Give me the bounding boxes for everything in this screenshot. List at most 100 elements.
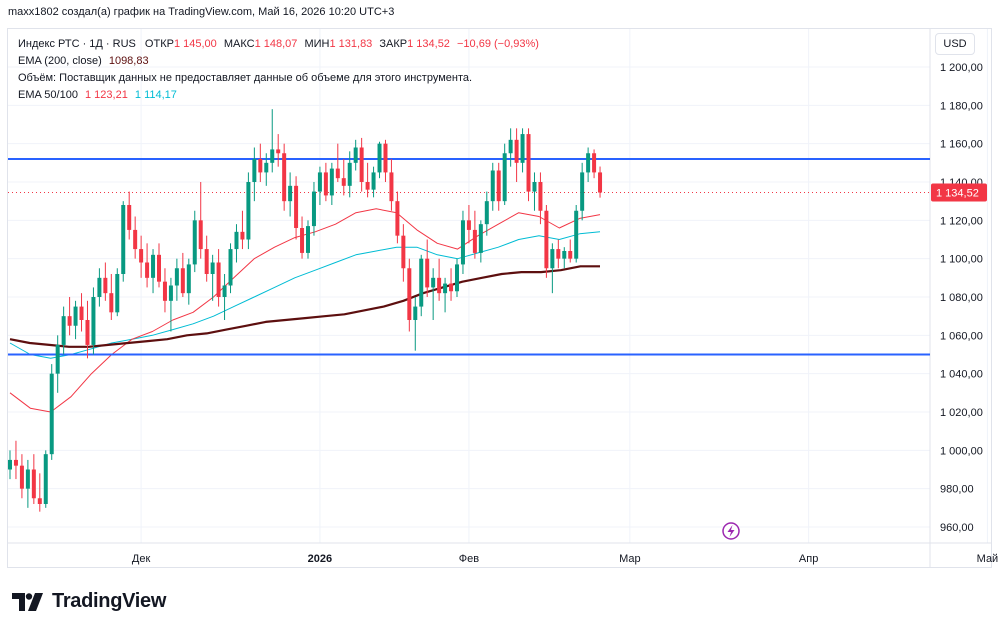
candle [520,128,525,173]
candle-body [389,172,394,202]
candle [204,235,209,282]
symbol-label: Индекс РТС · 1Д · RUS [18,38,136,50]
candle [162,268,167,313]
candle [449,268,454,301]
x-tick-label: Апр [799,553,818,565]
candle [25,459,30,508]
candle-body [544,210,549,269]
candle [311,182,316,236]
candle-body [162,281,167,301]
grid-lines [8,28,992,568]
candle [556,239,561,269]
candle-body [514,139,519,163]
candle-body [55,344,60,374]
candle-body [556,249,561,259]
candle [49,364,54,460]
candle [598,166,603,198]
candle [186,258,191,305]
candle [472,210,477,259]
candle [43,450,48,508]
currency-button[interactable]: USD [935,33,975,55]
candle [157,243,161,288]
candle-body [139,249,144,263]
candle [443,277,448,313]
candle-body [478,224,483,253]
candle [240,210,245,250]
candle [103,262,108,301]
ema50-value: 1 123,21 [85,89,128,101]
candle-body [222,285,227,297]
candle-body [484,201,489,225]
candle [252,147,257,202]
candle [174,258,179,301]
volume-note: Объём: Поставщик данных не предоставляет… [18,72,473,84]
lightning-icon [722,522,740,540]
ema50-line [9,208,601,413]
candle-body [288,185,293,202]
candle-body [526,134,531,192]
candle-body [25,469,30,489]
brand: TradingView [12,590,166,613]
candle-body [574,210,579,259]
candle [574,205,579,263]
candle-body [341,178,346,186]
candle [222,274,227,320]
candle-body [306,226,310,253]
candle [37,473,42,512]
candle-body [61,316,66,345]
low-value: 1 131,83 [329,38,373,50]
candle [246,172,251,250]
candle [389,159,394,211]
horizontal-levels [8,158,930,356]
y-tick-label: 1 020,00 [940,407,983,419]
close-value: 1 134,52 [407,38,450,50]
candle-body [127,205,132,230]
candle [419,254,424,317]
candle-body [103,277,108,294]
candle-body [252,159,257,182]
candle-body [121,205,126,274]
ema100-value: 1 114,17 [134,89,177,101]
candle-body [8,459,12,470]
candle-body [407,268,412,320]
candle-body [586,153,591,173]
candle-body [401,235,406,269]
candle [395,191,400,244]
candle [264,153,269,186]
candle-body [383,143,388,173]
change-value: −10,69 (−0,93%) [457,38,539,50]
chart-legend: Индекс РТС · 1Д · RUS ОТКР1 145,00 МАКС1… [18,36,539,104]
candle [329,162,334,205]
candle-body [425,258,430,288]
x-axis: Дек2026ФевМарАпрМайИюнИюл [132,553,998,565]
candle-body [437,277,442,294]
candle-body [198,220,203,250]
candle [61,306,66,355]
candle [109,274,114,320]
open-value: 1 145,00 [173,38,217,50]
candle [538,172,543,225]
candle [139,235,144,278]
candle [490,162,495,211]
candle [341,159,346,196]
x-tick-label: Мар [619,553,641,565]
candle-body [294,185,299,228]
y-tick-label: 1 120,00 [940,215,983,227]
candle [502,143,507,205]
candle [192,210,197,273]
candle-body [300,228,305,253]
candle [91,287,96,355]
candle [288,172,293,217]
candle [437,258,442,301]
candle-body [186,264,191,294]
candle-body [145,262,150,278]
y-tick-label: 1 100,00 [940,254,983,266]
candle-body [37,498,42,504]
candle-body [13,459,18,466]
candle [317,166,322,205]
candle [145,243,150,288]
candle [294,176,299,240]
candle [55,335,60,393]
x-tick-label: Дек [132,553,151,565]
